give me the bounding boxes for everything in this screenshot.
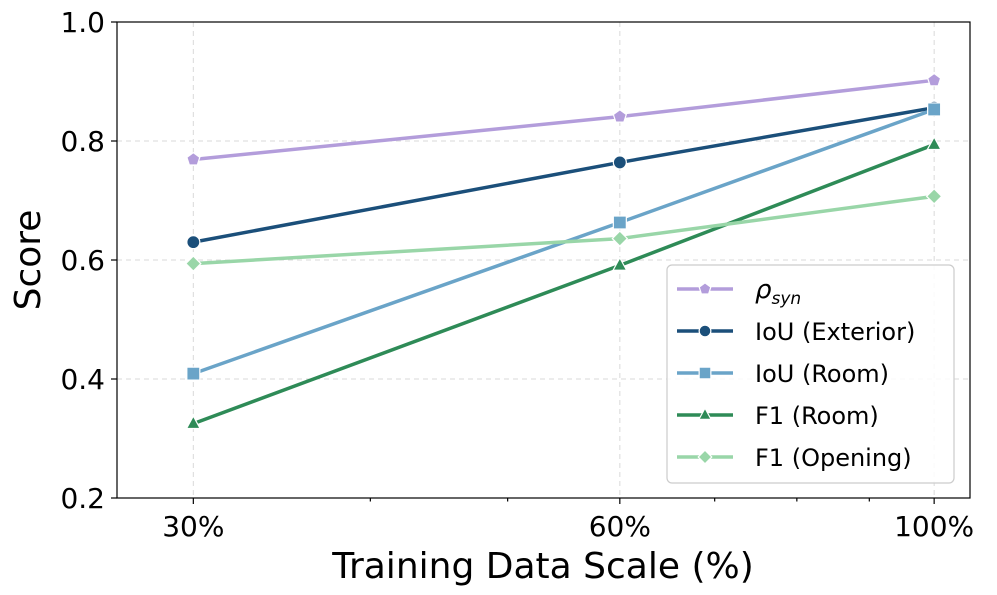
data-point — [926, 72, 942, 87]
data-point — [927, 102, 942, 117]
series-2 — [186, 102, 942, 381]
y-tick-label: 0.8 — [60, 125, 105, 158]
x-tick-label: 60% — [589, 510, 651, 543]
data-point — [612, 215, 627, 230]
data-point — [925, 187, 943, 205]
legend-label: ρsyn — [755, 275, 801, 309]
legend-marker — [697, 449, 713, 465]
legend-label-base: ρ — [755, 275, 772, 305]
y-tick-label: 0.4 — [60, 363, 105, 396]
legend-marker — [697, 406, 713, 420]
legend-label: F1 (Room) — [755, 402, 879, 430]
data-point — [612, 109, 628, 123]
legend-item: IoU (Room) — [677, 360, 889, 388]
series-line — [193, 105, 935, 244]
legend-marker — [698, 366, 712, 380]
legend-label: IoU (Exterior) — [755, 318, 915, 346]
legend: ρsyn IoU (Exterior) IoU (Room) F1 (Room) F1 … — [666, 264, 955, 484]
data-point — [926, 135, 942, 151]
series-0 — [186, 72, 942, 166]
data-point — [186, 235, 201, 250]
data-point — [612, 256, 628, 271]
legend-item: IoU (Exterior) — [677, 318, 915, 346]
data-point — [611, 230, 629, 247]
legend-marker — [698, 282, 712, 295]
y-tick-label: 1.0 — [60, 6, 105, 39]
y-axis-title: Score — [8, 210, 49, 311]
series-3 — [185, 135, 942, 430]
legend-item: ρsyn — [677, 275, 801, 309]
series-line — [193, 194, 935, 266]
x-tick-label: 100% — [894, 510, 974, 543]
legend-item: F1 (Room) — [677, 402, 879, 430]
y-tick-label: 0.6 — [60, 244, 105, 277]
series-4 — [184, 187, 943, 272]
axis-ticks: 0.2 0.4 0.6 0.8 1.0 30% 60% 100% — [60, 6, 974, 543]
series-layer — [184, 72, 943, 430]
x-tick-label: 30% — [162, 510, 224, 543]
legend-box — [666, 264, 955, 484]
legend-label: F1 (Opening) — [755, 444, 912, 472]
data-point — [186, 151, 201, 166]
legend-item: F1 (Opening) — [677, 444, 912, 472]
data-point — [186, 366, 201, 381]
y-tick-label: 0.2 — [60, 482, 105, 515]
data-point — [612, 155, 627, 170]
legend-marker — [698, 324, 712, 338]
legend-label-subscript: syn — [772, 289, 802, 309]
legend-label: IoU (Room) — [755, 360, 889, 388]
x-axis-title: Training Data Scale (%) — [331, 546, 754, 587]
data-point — [185, 414, 202, 430]
data-point — [184, 255, 202, 272]
